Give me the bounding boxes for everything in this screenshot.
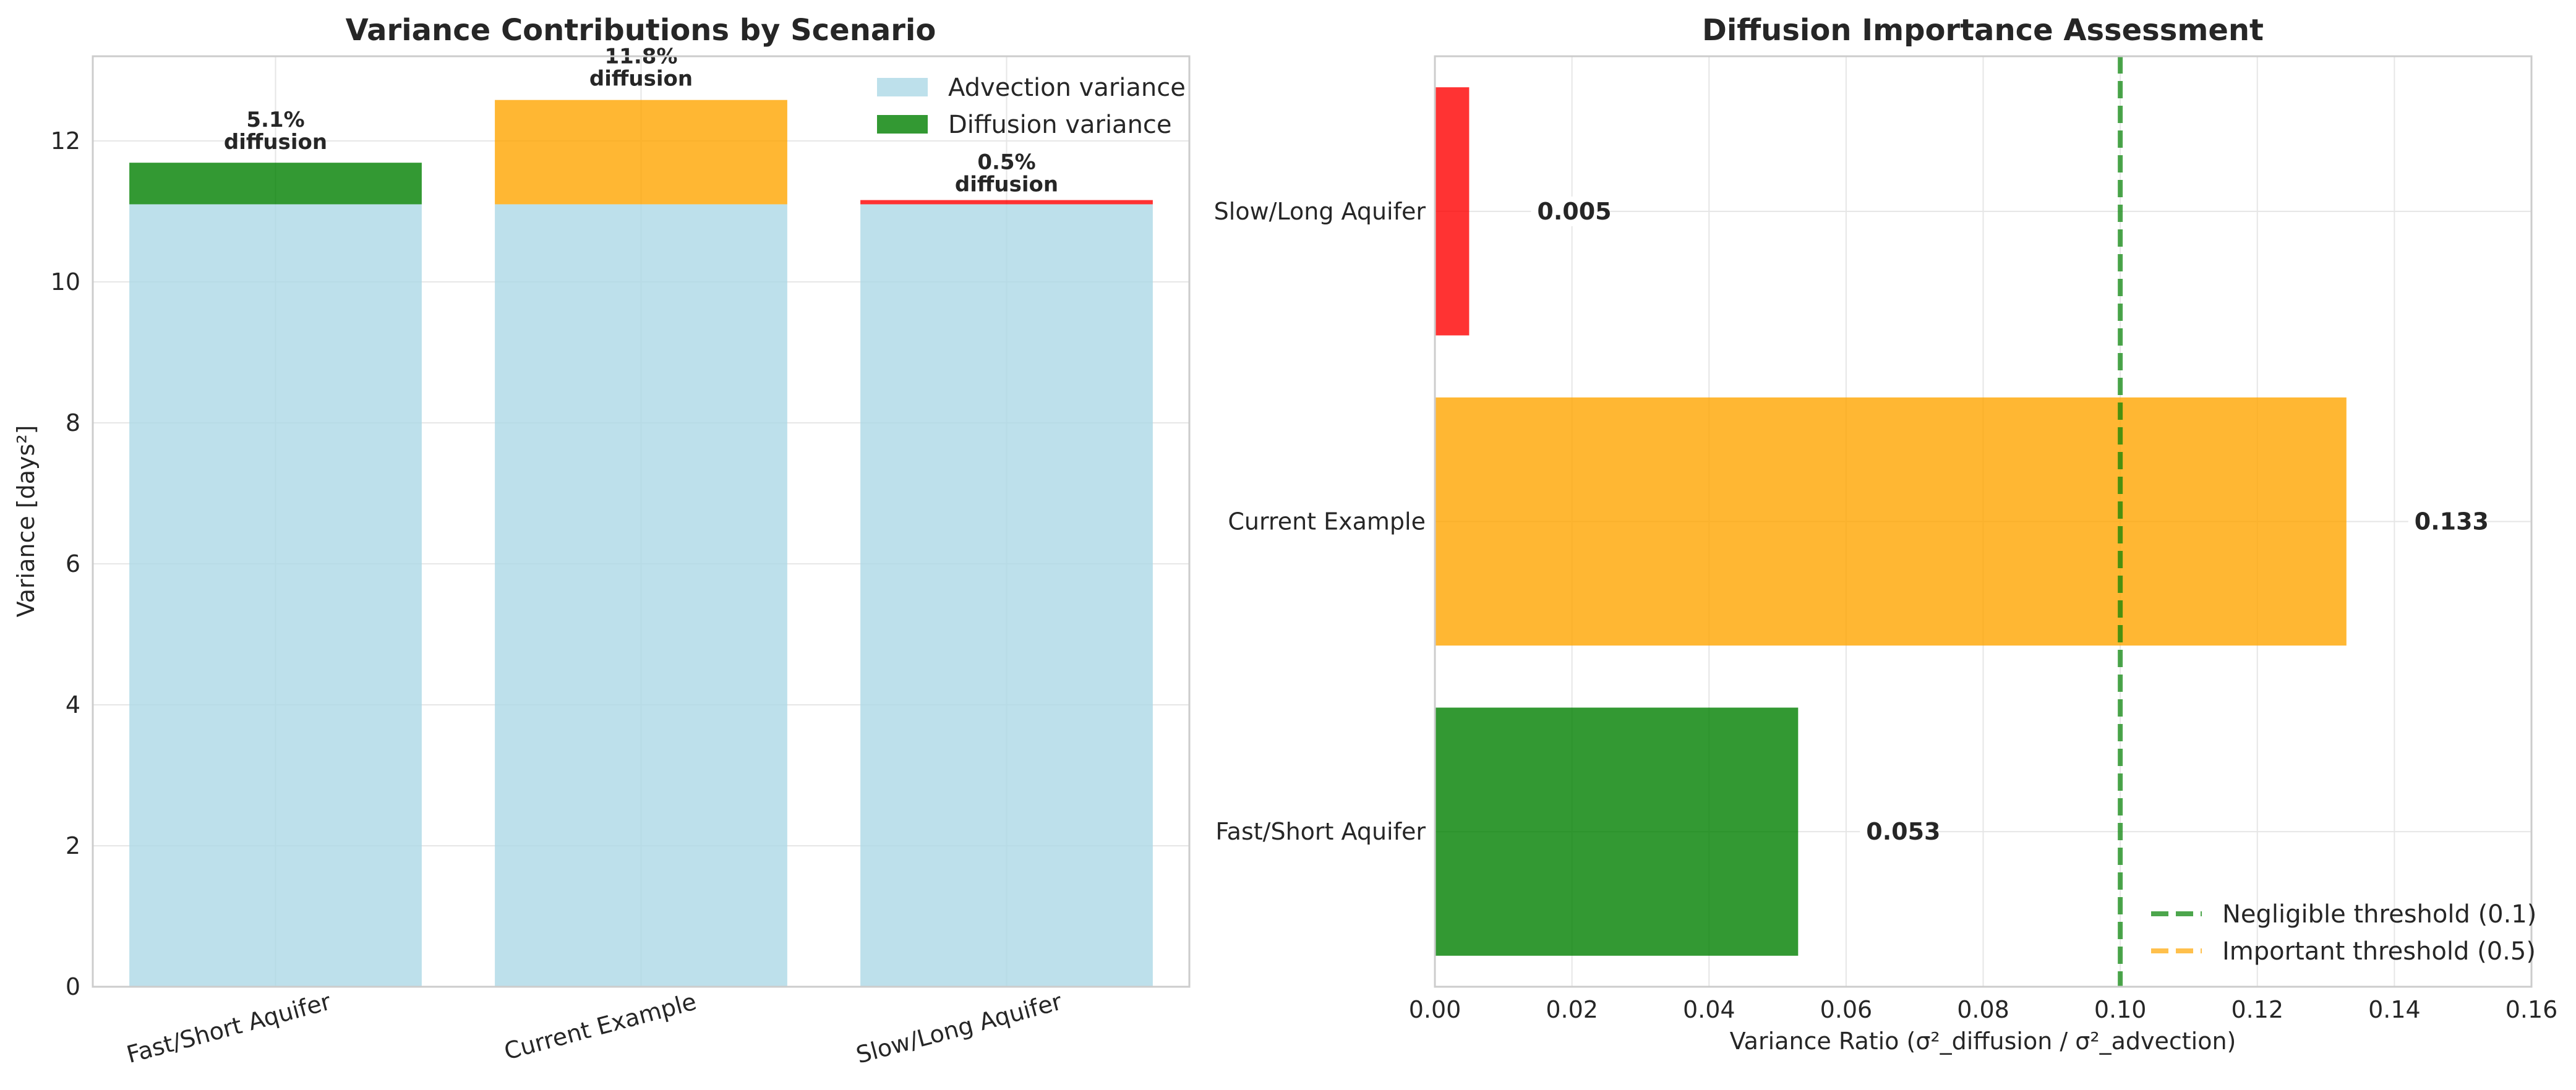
value-label-backdrop (2408, 506, 2483, 537)
right-y-tick-label: Fast/Short Aquifer (1215, 818, 1426, 845)
left-y-tick-label: 8 (66, 409, 80, 436)
left-chart-title: Variance Contributions by Scenario (346, 13, 936, 48)
right-chart-title: Diffusion Importance Assessment (1702, 13, 2264, 48)
advection-variance-bar (860, 204, 1153, 987)
variance-ratio-bar (1435, 397, 2347, 646)
left-axes-frame (92, 55, 1191, 988)
right-x-tick-label: 0.14 (2368, 996, 2421, 1023)
variance-ratio-bar (1435, 707, 1799, 956)
value-label-backdrop (1860, 817, 1935, 847)
right-x-axis-label: Variance Ratio (σ²_diffusion / σ²_advect… (1730, 1028, 2236, 1055)
diffusion-percent-label-sub: diffusion (224, 130, 327, 155)
diffusion-variance-bar (495, 100, 787, 205)
variance-ratio-bar (1435, 87, 1470, 336)
right-legend-label: Important threshold (0.5) (2222, 937, 2536, 966)
variance-ratio-value-label: 0.053 (1866, 818, 1940, 845)
right-x-tick-label: 0.08 (1957, 996, 2009, 1023)
variance-ratio-value-label: 0.133 (2415, 508, 2489, 535)
left-y-tick-label: 2 (66, 832, 80, 859)
right-x-tick-label: 0.06 (1820, 996, 1873, 1023)
right-y-tick-label: Current Example (1228, 508, 1426, 535)
right-x-tick-label: 0.12 (2231, 996, 2283, 1023)
diffusion-percent-label-sub: diffusion (589, 66, 693, 91)
left-y-tick-label: 0 (66, 973, 80, 1000)
left-legend-label: Diffusion variance (948, 111, 1172, 139)
right-x-tick-label: 0.04 (1683, 996, 1735, 1023)
right-legend-label: Negligible threshold (0.1) (2222, 900, 2536, 929)
right-bars (1435, 87, 2347, 956)
left-y-tick-label: 6 (66, 550, 80, 577)
left-y-tick-label: 10 (51, 268, 80, 296)
diffusion-percent-label: 5.1% (246, 108, 304, 132)
right-tick-labels: 0.00 0.02 0.04 0.06 0.08 0.10 0.12 0.14 0.16 Fast… (1214, 198, 2558, 1023)
right-axes-frame (1434, 55, 2533, 988)
right-chart-panel: 0.053 0.133 0.005 0.00 0.02 0.04 0.06 0.08 0.10… (1214, 13, 2558, 1055)
left-legend-swatch (877, 115, 928, 134)
diffusion-variance-bar (860, 200, 1153, 205)
right-x-tick-label: 0.10 (2094, 996, 2147, 1023)
left-chart-panel: 5.1%diffusion11.8%diffusion0.5%diffusion… (12, 13, 1191, 1069)
left-bars (129, 100, 1153, 987)
advection-variance-bar (129, 204, 422, 987)
right-y-tick-label: Slow/Long Aquifer (1214, 198, 1426, 225)
left-legend-label: Advection variance (948, 74, 1186, 102)
left-y-axis-label: Variance [days²] (12, 425, 40, 618)
value-label-backdrop (1531, 196, 1606, 226)
right-value-labels: 0.053 0.133 0.005 (1531, 196, 2489, 847)
right-legend: Negligible threshold (0.1) Important thre… (2151, 900, 2536, 966)
left-y-tick-label: 12 (51, 127, 80, 155)
left-x-tick-label: Current Example (501, 988, 699, 1065)
diffusion-variance-bar (129, 163, 422, 205)
left-legend-swatch (877, 78, 928, 96)
right-x-tick-label: 0.16 (2505, 996, 2558, 1023)
diffusion-percent-label: 0.5% (977, 150, 1035, 174)
diffusion-percent-label-sub: diffusion (955, 172, 1058, 197)
left-x-tick-label: Fast/Short Aquifer (124, 988, 334, 1069)
variance-ratio-value-label: 0.005 (1537, 198, 1611, 225)
right-x-tick-label: 0.02 (1546, 996, 1598, 1023)
left-x-tick-label: Slow/Long Aquifer (854, 988, 1065, 1069)
advection-variance-bar (495, 204, 787, 987)
right-x-tick-label: 0.00 (1409, 996, 1461, 1023)
left-legend: Advection variance Diffusion variance (877, 74, 1186, 139)
left-y-tick-label: 4 (66, 691, 80, 718)
